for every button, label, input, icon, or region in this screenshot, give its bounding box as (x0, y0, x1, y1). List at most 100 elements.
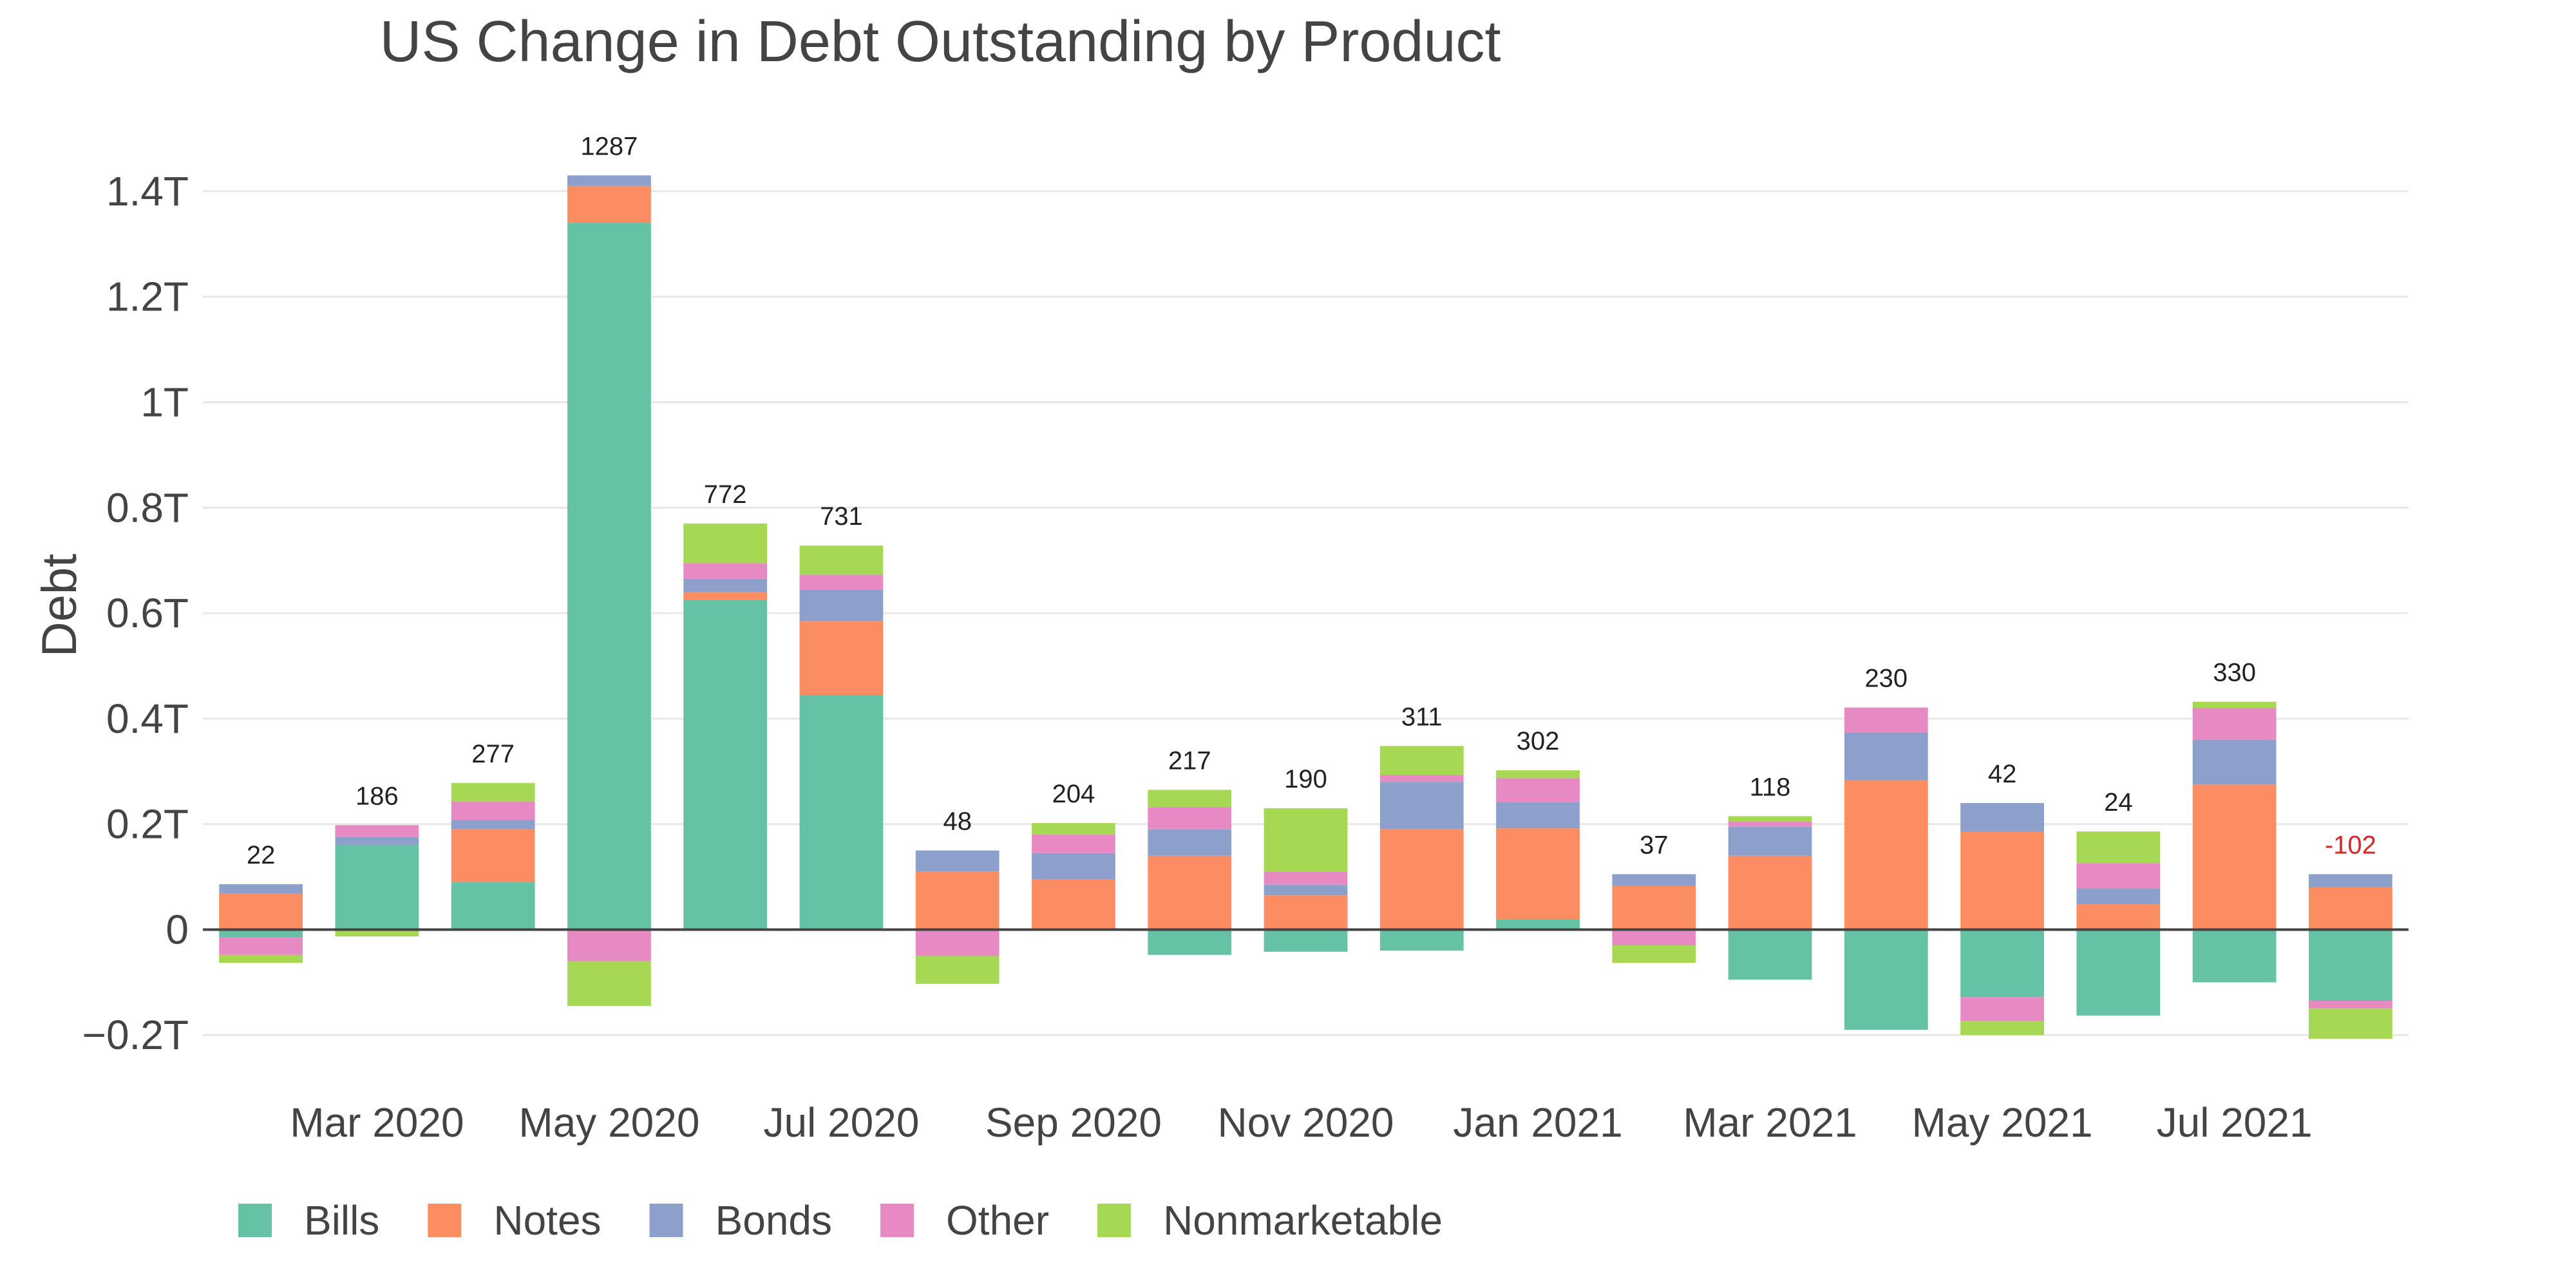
bar-notes (1844, 780, 1928, 930)
bar-nonmarketable (1148, 790, 1232, 808)
bar-notes (1496, 828, 1580, 920)
bar-other (451, 801, 535, 820)
bar-total-label: 118 (1750, 773, 1791, 801)
bar-total-label: 302 (1517, 727, 1560, 755)
y-tick-label: 1T (140, 379, 189, 425)
x-tick-label: Jul 2020 (763, 1099, 919, 1146)
bar-other (683, 563, 768, 579)
bar-nonmarketable (451, 782, 535, 802)
legend-swatch-other (880, 1204, 914, 1237)
bar-other (567, 929, 651, 961)
bar-bonds (335, 837, 419, 846)
legend-label-bonds: Bonds (715, 1197, 832, 1244)
bar-totals: 22 186 277 1287 772 731 48 204 217 190 311 302 37 118… (247, 132, 2376, 869)
y-tick-label: 0.6T (106, 590, 189, 636)
bar-bonds (2192, 739, 2277, 785)
bar-notes (799, 621, 884, 696)
bar-other (1844, 707, 1928, 733)
bar-notes (1148, 855, 1232, 930)
bar-nonmarketable (2308, 1009, 2392, 1039)
y-tick-label: 1.2T (106, 274, 189, 320)
bar-bonds (799, 589, 884, 621)
bar-nonmarketable (335, 929, 419, 937)
bar-bills (1496, 919, 1580, 930)
bar-bills (683, 600, 768, 930)
bar-bills (2076, 929, 2161, 1016)
bar-other (1032, 835, 1115, 853)
bar-other (1264, 871, 1348, 885)
bar-total-label: 217 (1168, 746, 1211, 775)
bar-bills (1844, 929, 1928, 1030)
bar-bonds (1612, 874, 1696, 886)
bar-total-label: 24 (2104, 788, 2133, 817)
bar-bonds (2076, 888, 2161, 905)
bar-notes (1379, 829, 1464, 930)
bar-bonds (915, 850, 999, 872)
bar-total-label: 190 (1284, 765, 1327, 793)
bar-bills (219, 929, 303, 938)
bar-total-label: 230 (1864, 665, 1908, 693)
bar-other (1960, 997, 2044, 1021)
x-tick-label: Mar 2020 (290, 1099, 464, 1146)
bar-other (2192, 708, 2277, 740)
bar-bonds (1728, 826, 1812, 856)
bar-nonmarketable (2076, 831, 2161, 864)
bar-nonmarketable (219, 954, 303, 963)
bar-bills (451, 882, 535, 930)
bar-bonds (1264, 884, 1348, 896)
bar-total-label: 22 (247, 841, 276, 869)
bar-other (799, 574, 884, 590)
y-tick-label: 0 (166, 906, 189, 952)
legend-label-other: Other (946, 1197, 1049, 1244)
bar-nonmarketable (1379, 746, 1464, 775)
x-tick-label: May 2021 (1912, 1099, 2093, 1146)
legend-label-bills: Bills (304, 1197, 379, 1244)
bar-nonmarketable (799, 545, 884, 575)
bar-notes (1032, 879, 1115, 930)
bar-total-label: 186 (355, 782, 399, 810)
bar-nonmarketable (567, 961, 651, 1007)
bar-notes (1264, 895, 1348, 930)
bar-bills (567, 223, 651, 930)
legend-swatch-notes (428, 1204, 462, 1237)
bar-other (2076, 863, 2161, 889)
bar-notes (683, 592, 768, 600)
bar-total-label: 330 (2213, 659, 2256, 687)
chart-title: US Change in Debt Outstanding by Product (379, 10, 1501, 74)
y-tick-label: 1.4T (106, 168, 189, 214)
bar-total-label: -102 (2325, 831, 2376, 859)
bar-nonmarketable (915, 956, 999, 984)
legend-swatch-bills (238, 1204, 272, 1237)
bar-total-label: 48 (943, 808, 972, 836)
bar-bonds (1496, 802, 1580, 829)
x-tick-label: Mar 2021 (1683, 1099, 1857, 1146)
bar-nonmarketable (683, 523, 768, 564)
bar-bonds (219, 884, 303, 894)
legend-label-notes: Notes (493, 1197, 601, 1244)
bar-total-label: 42 (1988, 760, 2017, 788)
bar-notes (2192, 784, 2277, 930)
bar-other (915, 929, 999, 956)
bar-total-label: 772 (704, 480, 747, 509)
bar-bonds (1032, 853, 1115, 880)
bar-bills (1960, 929, 2044, 998)
bar-bills (1379, 929, 1464, 951)
bar-total-label: 37 (1640, 831, 1669, 859)
bar-notes (2308, 887, 2392, 930)
legend-label-nonmarketable: Nonmarketable (1163, 1197, 1443, 1244)
x-tick-label: Nov 2020 (1218, 1099, 1394, 1146)
bar-total-label: 204 (1052, 780, 1095, 808)
y-tick-label: 0.4T (106, 696, 189, 742)
bar-notes (1612, 886, 1696, 930)
bar-bills (1264, 929, 1348, 952)
bar-total-label: 277 (471, 740, 515, 768)
legend-swatch-nonmarketable (1097, 1204, 1132, 1237)
bar-nonmarketable (1496, 770, 1580, 779)
y-tick-label: 0.2T (106, 801, 189, 848)
x-tick-label: Jan 2021 (1453, 1099, 1622, 1146)
bar-other (1728, 821, 1812, 827)
bar-bonds (2308, 874, 2392, 887)
bar-notes (2076, 904, 2161, 930)
bar-other (2308, 1001, 2392, 1009)
